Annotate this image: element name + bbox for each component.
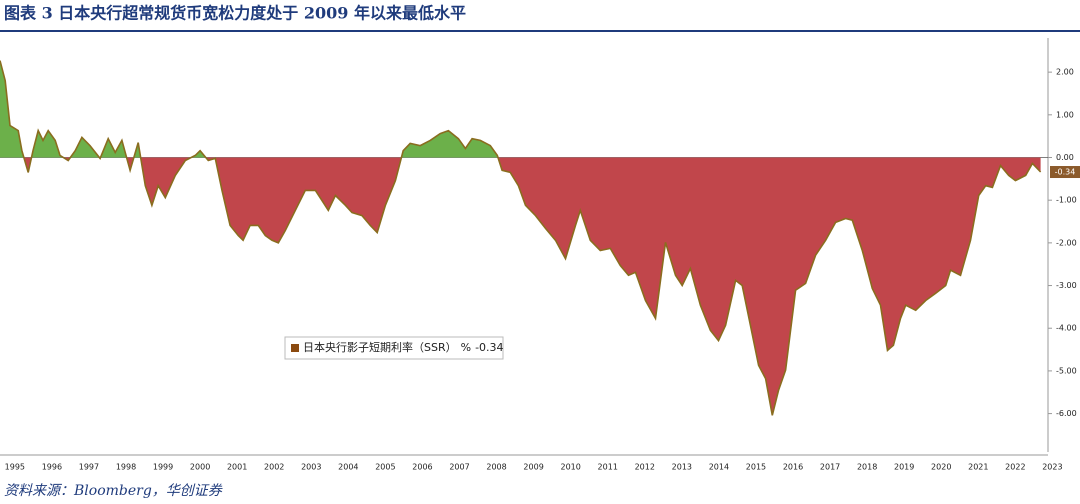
x-tick-label: 2000 <box>190 463 210 472</box>
y-tick-label: -6.00 <box>1056 409 1077 418</box>
x-tick-label: 2002 <box>264 463 284 472</box>
x-tick-label: 2023 <box>1042 463 1062 472</box>
x-tick-label: 2008 <box>486 463 506 472</box>
x-tick-label: 1999 <box>153 463 173 472</box>
x-tick-label: 2018 <box>857 463 877 472</box>
line <box>0 60 1042 416</box>
x-tick-label: 2006 <box>412 463 432 472</box>
legend-box <box>284 336 504 360</box>
legend-name: 日本央行影子短期利率（SSR） <box>303 340 457 354</box>
x-tick-label: 2014 <box>709 463 729 472</box>
x-tick-label: 2007 <box>449 463 469 472</box>
y-tick-label: -2.00 <box>1056 238 1077 247</box>
end-label-box <box>1050 166 1080 179</box>
x-tick-label: 2021 <box>968 463 988 472</box>
end-label: -0.34 <box>1055 168 1076 177</box>
x-tick-label: 2004 <box>338 463 358 472</box>
x-tick-label: 1996 <box>42 463 62 472</box>
x-tick-label: 2005 <box>375 463 395 472</box>
title: 图表 3 日本央行超常规货币宽松力度处于 2009 年以来最低水平 <box>4 4 466 23</box>
x-tick-label: 2020 <box>931 463 951 472</box>
x-tick-label: 2003 <box>301 463 321 472</box>
x-tick-label: 2012 <box>635 463 655 472</box>
y-tick-label: -4.00 <box>1056 324 1077 333</box>
y-tick-label: -1.00 <box>1056 196 1077 205</box>
source: 资料来源：Bloomberg，华创证券 <box>4 483 223 499</box>
y-tick-label: -5.00 <box>1056 366 1077 375</box>
y-tick-label: 0.00 <box>1056 153 1074 162</box>
legend-value: -0.34 <box>475 341 503 354</box>
legend-text: 日本央行影子短期利率（SSR）% -0.34 <box>303 340 504 354</box>
legend-unit: % <box>461 341 471 354</box>
x-tick-label: 1995 <box>5 463 25 472</box>
x-tick-label: 2009 <box>523 463 543 472</box>
x-tick-label: 2001 <box>227 463 247 472</box>
y-tick-label: -3.00 <box>1056 281 1077 290</box>
x-tick-label: 2016 <box>783 463 803 472</box>
x-tick-label: 2017 <box>820 463 840 472</box>
area-negative <box>23 157 1041 416</box>
x-tick-label: 2011 <box>598 463 618 472</box>
x-tick-label: 1998 <box>116 463 136 472</box>
y-tick-label: 1.00 <box>1056 110 1074 119</box>
x-tick-label: 2022 <box>1005 463 1025 472</box>
legend-swatch <box>291 344 299 352</box>
y-tick-label: 2.00 <box>1056 68 1074 77</box>
x-tick-label: 2010 <box>560 463 580 472</box>
x-tick-label: 2015 <box>746 463 766 472</box>
x-tick-label: 2013 <box>672 463 692 472</box>
x-tick-label: 2019 <box>894 463 914 472</box>
x-tick-label: 1997 <box>79 463 99 472</box>
